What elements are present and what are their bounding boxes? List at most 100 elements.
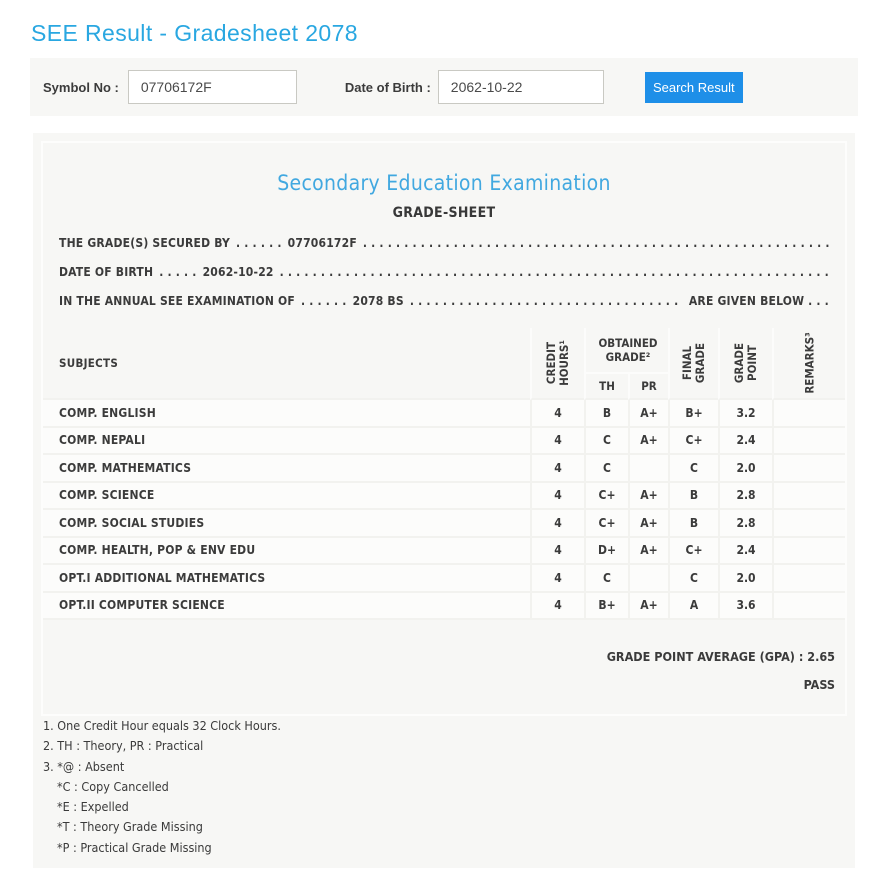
col-header-th: TH (584, 374, 628, 400)
subject-cell: COMP. HEALTH, POP & ENV EDU (43, 537, 530, 565)
symbol-no-input[interactable] (127, 70, 297, 104)
search-result-button[interactable]: Search Result (644, 71, 743, 103)
th-grade-cell: B (584, 400, 628, 428)
remarks-cell (772, 455, 845, 483)
dot-gap: . . . . . (159, 264, 197, 279)
sheet-title: GRADE-SHEET (392, 205, 496, 221)
col-header-final-grade: FINAL GRADE (668, 328, 718, 400)
grade-point-cell: 2.8 (718, 510, 772, 538)
footnotes: 1. One Credit Hour equals 32 Clock Hours… (43, 716, 281, 858)
final-grade-cell: C+ (668, 427, 718, 455)
gradesheet-inner-panel: Secondary Education Examination GRADE-SH… (41, 141, 847, 716)
dot-fill: . . . . . . . . . . . . . . . . . . . . … (409, 293, 683, 308)
secured-by-label: THE GRADE(S) SECURED BY (59, 235, 231, 250)
dot-gap: . . . . . . (301, 293, 347, 308)
remarks-cell (772, 510, 845, 538)
footnote-theory-missing: *T : Theory Grade Missing (57, 819, 203, 835)
final-grade-cell: B (668, 510, 718, 538)
table-row: COMP. SOCIAL STUDIES 4 C+ A+ B 2.8 (43, 510, 845, 538)
grade-point-cell: 2.8 (718, 482, 772, 510)
symbol-no-label: Symbol No : (43, 79, 119, 95)
remarks-cell (772, 565, 845, 593)
table-row: OPT.I ADDITIONAL MATHEMATICS 4 C C 2.0 (43, 565, 845, 593)
pr-grade-cell: A+ (628, 510, 668, 538)
final-grade-cell: C (668, 565, 718, 593)
footnote-practical-missing: *P : Practical Grade Missing (57, 839, 212, 855)
final-grade-cell: B (668, 482, 718, 510)
credit-cell: 4 (530, 400, 584, 428)
pr-grade-cell (628, 565, 668, 593)
table-row: COMP. ENGLISH 4 B A+ B+ 3.2 (43, 400, 845, 428)
grade-point-cell: 2.4 (718, 427, 772, 455)
table-row: OPT.II COMPUTER SCIENCE 4 B+ A+ A 3.6 (43, 592, 845, 620)
exam-year-line: IN THE ANNUAL SEE EXAMINATION OF . . . .… (59, 286, 829, 315)
th-grade-cell: D+ (584, 537, 628, 565)
gradesheet-panel: Secondary Education Examination GRADE-SH… (33, 133, 855, 868)
pr-grade-cell: A+ (628, 427, 668, 455)
remarks-cell (772, 400, 845, 428)
footnote-credit-hours: 1. One Credit Hour equals 32 Clock Hours… (43, 718, 281, 733)
subject-cell: OPT.I ADDITIONAL MATHEMATICS (43, 565, 530, 593)
birth-date-value: 2062-10-22 (202, 264, 274, 279)
final-grade-cell: A (668, 592, 718, 620)
credit-cell: 4 (530, 537, 584, 565)
th-grade-cell: C+ (584, 510, 628, 538)
pr-grade-cell: A+ (628, 592, 668, 620)
grade-point-cell: 2.0 (718, 565, 772, 593)
final-grade-cell: C+ (668, 537, 718, 565)
subject-cell: COMP. MATHEMATICS (43, 455, 530, 483)
credit-cell: 4 (530, 592, 584, 620)
secured-by-line: THE GRADE(S) SECURED BY . . . . . . 0770… (59, 228, 829, 257)
th-grade-cell: C (584, 455, 628, 483)
birth-date-line: DATE OF BIRTH . . . . . 2062-10-22 . . .… (59, 257, 829, 286)
footnote-absent: 3. *@ : Absent (43, 758, 125, 774)
grade-point-cell: 3.6 (718, 592, 772, 620)
pr-grade-cell: A+ (628, 537, 668, 565)
table-row: COMP. SCIENCE 4 C+ A+ B 2.8 (43, 482, 845, 510)
col-header-obtained-grade: OBTAINED GRADE² (584, 328, 668, 374)
pr-grade-cell: A+ (628, 400, 668, 428)
footnote-expelled: *E : Expelled (57, 799, 129, 815)
grade-table: SUBJECTS CREDIT HOURS¹ OBTAINED GRADE² F… (43, 328, 845, 620)
remarks-cell (772, 537, 845, 565)
table-row: COMP. HEALTH, POP & ENV EDU 4 D+ A+ C+ 2… (43, 537, 845, 565)
pr-grade-cell (628, 455, 668, 483)
th-grade-cell: C (584, 565, 628, 593)
secured-by-value: 07706172F (287, 235, 357, 250)
remarks-cell (772, 592, 845, 620)
subject-cell: COMP. SOCIAL STUDIES (43, 510, 530, 538)
credit-cell: 4 (530, 565, 584, 593)
remarks-cell (772, 427, 845, 455)
birth-date-label: DATE OF BIRTH (59, 264, 154, 279)
col-header-subjects: SUBJECTS (43, 328, 530, 400)
exam-title: Secondary Education Examination (277, 171, 611, 195)
dot-fill: . . . . . . . . . . . . . . . . . . . . … (279, 264, 829, 279)
th-grade-cell: C+ (584, 482, 628, 510)
table-row: COMP. NEPALI 4 C A+ C+ 2.4 (43, 427, 845, 455)
date-of-birth-label: Date of Birth : (344, 79, 431, 95)
credit-cell: 4 (530, 427, 584, 455)
subject-cell: OPT.II COMPUTER SCIENCE (43, 592, 530, 620)
subject-cell: COMP. SCIENCE (43, 482, 530, 510)
pr-grade-cell: A+ (628, 482, 668, 510)
footnote-th-pr: 2. TH : Theory, PR : Practical (43, 738, 204, 754)
date-of-birth-input[interactable] (437, 70, 604, 104)
dot-gap: . . . . . . (236, 235, 282, 250)
subject-cell: COMP. ENGLISH (43, 400, 530, 428)
col-header-grade-point: GRADE POINT (718, 328, 772, 400)
final-grade-cell: B+ (668, 400, 718, 428)
th-grade-cell: B+ (584, 592, 628, 620)
subject-cell: COMP. NEPALI (43, 427, 530, 455)
remarks-cell (772, 482, 845, 510)
exam-year-value: 2078 BS (352, 293, 404, 308)
credit-cell: 4 (530, 455, 584, 483)
grade-point-cell: 2.0 (718, 455, 772, 483)
gpa-text: GRADE POINT AVERAGE (GPA) : 2.65 (606, 649, 835, 664)
page-title: SEE Result - Gradesheet 2078 (31, 20, 358, 46)
final-grade-cell: C (668, 455, 718, 483)
col-header-credit-hours: CREDIT HOURS¹ (530, 328, 584, 400)
footnote-copy-cancelled: *C : Copy Cancelled (57, 778, 169, 794)
col-header-remarks: REMARKS³ (772, 328, 845, 400)
col-header-pr: PR (628, 374, 668, 400)
exam-year-label: IN THE ANNUAL SEE EXAMINATION OF (59, 293, 296, 308)
